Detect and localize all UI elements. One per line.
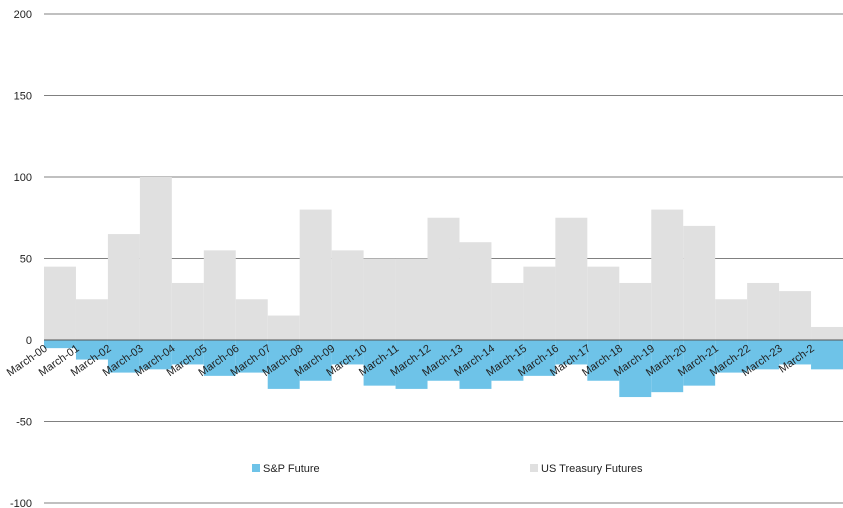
y-tick-label: -50 xyxy=(16,417,32,429)
sp-future-bar xyxy=(363,340,396,386)
us-treasury-bar xyxy=(363,258,396,340)
us-treasury-bar xyxy=(811,326,843,340)
us-treasury-bar xyxy=(107,234,140,340)
y-tick-label: -100 xyxy=(10,498,32,508)
sp-future-bar xyxy=(683,340,716,386)
us-treasury-bar xyxy=(523,266,556,340)
sp-future-bar xyxy=(203,340,236,376)
sp-future-bar xyxy=(395,340,428,389)
sp-future-bar xyxy=(267,340,300,389)
us-treasury-bar xyxy=(44,266,76,340)
us-treasury-bar xyxy=(75,299,108,340)
sp-future-bar xyxy=(75,340,108,360)
us-treasury-bar xyxy=(715,299,748,340)
us-treasury-bar xyxy=(427,217,460,340)
us-treasury-bar xyxy=(235,299,268,340)
us-treasury-bar xyxy=(683,225,716,340)
us-treasury-bar xyxy=(203,250,236,340)
gridlines xyxy=(44,13,843,504)
us-treasury-bar xyxy=(395,258,428,340)
us-treasury-bar xyxy=(619,282,652,340)
y-tick-label: 100 xyxy=(14,172,32,184)
y-tick-label: 150 xyxy=(14,91,32,103)
sp-future-bar xyxy=(523,340,556,376)
sp-future-bar xyxy=(555,340,588,365)
us-treasury-bar xyxy=(171,282,204,340)
legend-label-sp-future: S&P Future xyxy=(263,463,320,475)
series-us-treasury-futures xyxy=(44,177,843,340)
sp-future-bar xyxy=(747,340,780,370)
sp-future-bar xyxy=(331,340,364,365)
sp-future-bar xyxy=(107,340,140,373)
sp-future-bar xyxy=(619,340,652,398)
sp-future-bar xyxy=(139,340,172,370)
us-treasury-bar xyxy=(587,266,620,340)
sp-future-bar xyxy=(811,340,843,370)
sp-future-bar xyxy=(44,340,76,349)
sp-future-bar xyxy=(427,340,460,381)
us-treasury-bar xyxy=(267,315,300,340)
sp-future-bar xyxy=(299,340,332,381)
sp-future-bar xyxy=(235,340,268,373)
legend-swatch-us-treasury-futures xyxy=(530,464,538,472)
us-treasury-bar xyxy=(491,282,524,340)
us-treasury-bar xyxy=(139,177,172,340)
sp-future-bar xyxy=(651,340,684,393)
sp-future-bar xyxy=(715,340,748,373)
y-tick-label: 50 xyxy=(20,254,32,266)
legend-swatch-sp-future xyxy=(252,464,260,472)
series-sp-future xyxy=(44,340,843,398)
us-treasury-bar xyxy=(459,242,492,340)
y-tick-labels: 200 150 100 50 0 -50 -100 xyxy=(10,9,32,508)
us-treasury-bar xyxy=(555,217,588,340)
sp-future-bar xyxy=(779,340,812,365)
us-treasury-bar xyxy=(651,209,684,340)
sp-future-bar xyxy=(491,340,524,381)
sp-future-bar xyxy=(587,340,620,381)
us-treasury-bar xyxy=(331,250,364,340)
us-treasury-bar xyxy=(299,209,332,340)
y-tick-label: 0 xyxy=(26,335,32,347)
us-treasury-bar xyxy=(779,291,812,340)
sp-future-bar xyxy=(459,340,492,389)
legend-label-us-treasury-futures: US Treasury Futures xyxy=(541,463,643,475)
sp-future-bar xyxy=(171,340,204,365)
legend: S&P Future US Treasury Futures xyxy=(252,463,643,475)
us-treasury-bar xyxy=(747,282,780,340)
y-tick-label: 200 xyxy=(14,9,32,21)
